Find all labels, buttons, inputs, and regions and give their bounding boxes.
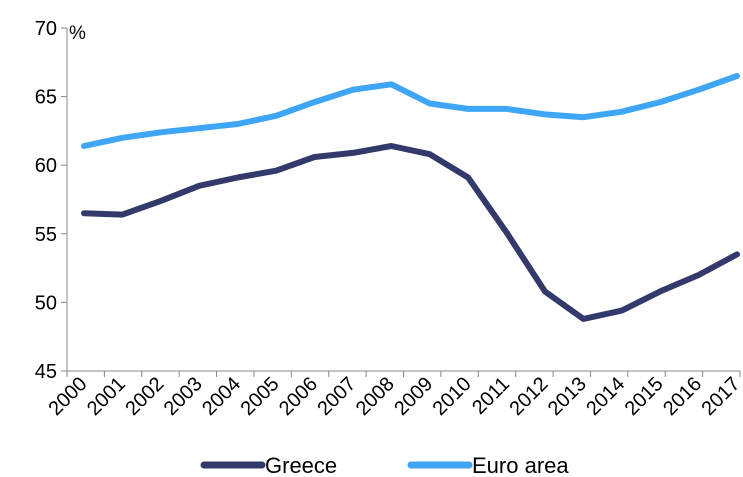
- x-tick-label: 2002: [121, 373, 168, 420]
- y-tick-label: 60: [35, 155, 57, 177]
- series-line-euro-area: [81, 73, 740, 149]
- x-tick-label: 2005: [237, 373, 284, 420]
- y-tick-label: 65: [35, 87, 57, 109]
- x-tick-label: 2009: [390, 373, 437, 420]
- y-tick-label: 50: [35, 292, 57, 314]
- x-tick-label: 2011: [468, 373, 514, 419]
- legend: Greece Euro area: [200, 453, 569, 477]
- y-tick-label: 70: [35, 18, 57, 40]
- x-tick-label: 2008: [352, 373, 399, 420]
- x-tick-label: 2014: [582, 373, 629, 420]
- y-tick-label: 55: [35, 224, 57, 246]
- x-tick-label: 2006: [275, 373, 322, 420]
- y-tick-label: 45: [35, 361, 57, 383]
- y-axis-unit-label: %: [69, 23, 86, 44]
- x-tick-label: 2016: [659, 373, 706, 420]
- series-lines: [81, 73, 740, 322]
- x-tick-label: 2012: [505, 373, 552, 420]
- x-tick-label: 2017: [698, 373, 743, 420]
- x-tick-label: 2010: [429, 373, 476, 420]
- x-axis-ticks: 2000200120022003200420052006200720082009…: [45, 371, 743, 420]
- x-tick-label: 2003: [160, 373, 207, 420]
- legend-label-euro-area: Euro area: [472, 453, 569, 477]
- x-tick-label: 2013: [544, 373, 591, 420]
- y-axis-ticks: 45 50 55 60 65 70: [35, 18, 67, 383]
- series-line-greece: [81, 143, 740, 322]
- x-tick-label: 2004: [198, 373, 245, 420]
- legend-label-greece: Greece: [265, 453, 337, 477]
- x-tick-label: 2007: [313, 373, 360, 420]
- x-tick-label: 2015: [621, 373, 668, 420]
- x-tick-label: 2001: [83, 373, 130, 420]
